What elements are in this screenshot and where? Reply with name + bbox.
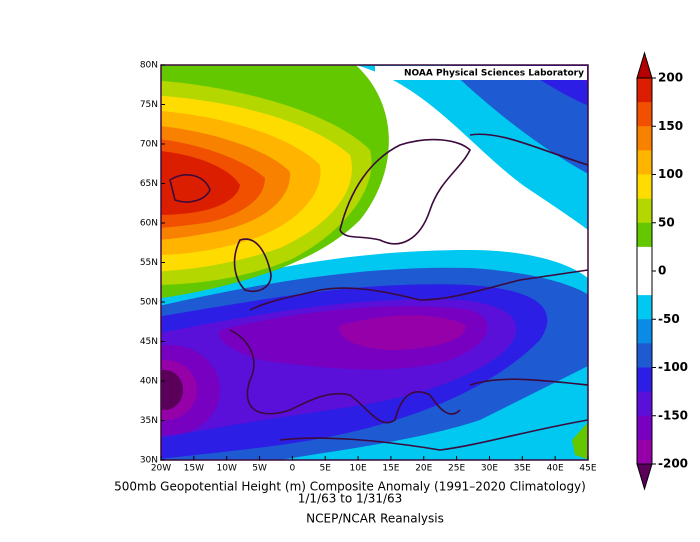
lat-tick-label: 35N (140, 416, 158, 426)
colorbar-band (637, 174, 652, 200)
colorbar-tick-label: -150 (658, 408, 688, 422)
lon-tick-label: 5W (252, 464, 267, 474)
lon-tick-label: 0 (290, 464, 296, 474)
lon-tick-label: 40E (547, 464, 564, 474)
colorbar-band (637, 415, 652, 441)
colorbar-tick-label: 0 (658, 264, 666, 278)
colorbar-band (637, 198, 652, 224)
colorbar-tick-label: 200 (658, 71, 683, 85)
colorbar-tick-label: -50 (658, 312, 680, 326)
colorbar-tick-label: -200 (658, 457, 688, 471)
colorbar-band (637, 78, 652, 103)
lat-tick-label: 65N (140, 179, 158, 189)
colorbar-band (637, 246, 652, 272)
colorbar-band (637, 102, 652, 127)
lon-tick-label: 20E (415, 464, 432, 474)
credit-box (375, 66, 587, 80)
colorbar-band (637, 271, 652, 296)
colorbar-tick-label: 100 (658, 167, 683, 181)
colorbar-band (637, 126, 652, 151)
lat-tick-label: 45N (140, 337, 158, 347)
colorbar-band (637, 222, 652, 248)
colorbar-band (637, 150, 652, 175)
lat-tick-label: 75N (140, 100, 158, 110)
lat-tick-label: 30N (140, 456, 158, 466)
lon-tick-label: 25E (448, 464, 465, 474)
source: NCEP/NCAR Reanalysis (306, 512, 444, 526)
lat-tick-label: 55N (140, 258, 158, 268)
lon-tick-label: 35E (514, 464, 531, 474)
colorbar-tick-label: -100 (658, 360, 688, 374)
anomaly-field (161, 65, 588, 460)
lat-tick-label: 60N (140, 219, 158, 229)
title-line: 1/1/63 to 1/31/63 (298, 492, 403, 506)
lat-tick-label: 70N (140, 140, 158, 150)
lon-tick-label: 10W (217, 464, 237, 474)
lon-tick-label: 15E (382, 464, 399, 474)
lon-tick-label: 30E (481, 464, 498, 474)
title-line: 500mb Geopotential Height (m) Composite … (114, 480, 586, 494)
lat-tick-label: 80N (140, 61, 158, 71)
colorbar: 200 150 100 50 0 -50 -100 -150 -200 (636, 51, 688, 491)
lon-tick-label: 45E (579, 464, 596, 474)
lat-tick-label: 50N (140, 298, 158, 308)
colorbar-band (637, 391, 652, 417)
lon-tick-label: 15W (184, 464, 204, 474)
colorbar-band (637, 343, 652, 368)
coastlines (169, 133, 588, 451)
colorbar-band (637, 367, 652, 393)
colorbar-over (636, 51, 653, 79)
lat-tick-label: 40N (140, 377, 158, 387)
lon-tick-label: 10E (350, 464, 367, 474)
lon-tick-label: 20W (151, 464, 171, 474)
colorbar-band (637, 319, 652, 344)
colorbar-tick-label: 150 (658, 119, 683, 133)
colorbar-band (637, 295, 652, 320)
colorbar-under (636, 463, 653, 491)
colorbar-tick-label: 50 (658, 215, 675, 229)
credit: NOAA Physical Sciences Laboratory (404, 69, 584, 79)
lon-tick-label: 5E (320, 464, 332, 474)
colorbar-band (637, 439, 652, 465)
